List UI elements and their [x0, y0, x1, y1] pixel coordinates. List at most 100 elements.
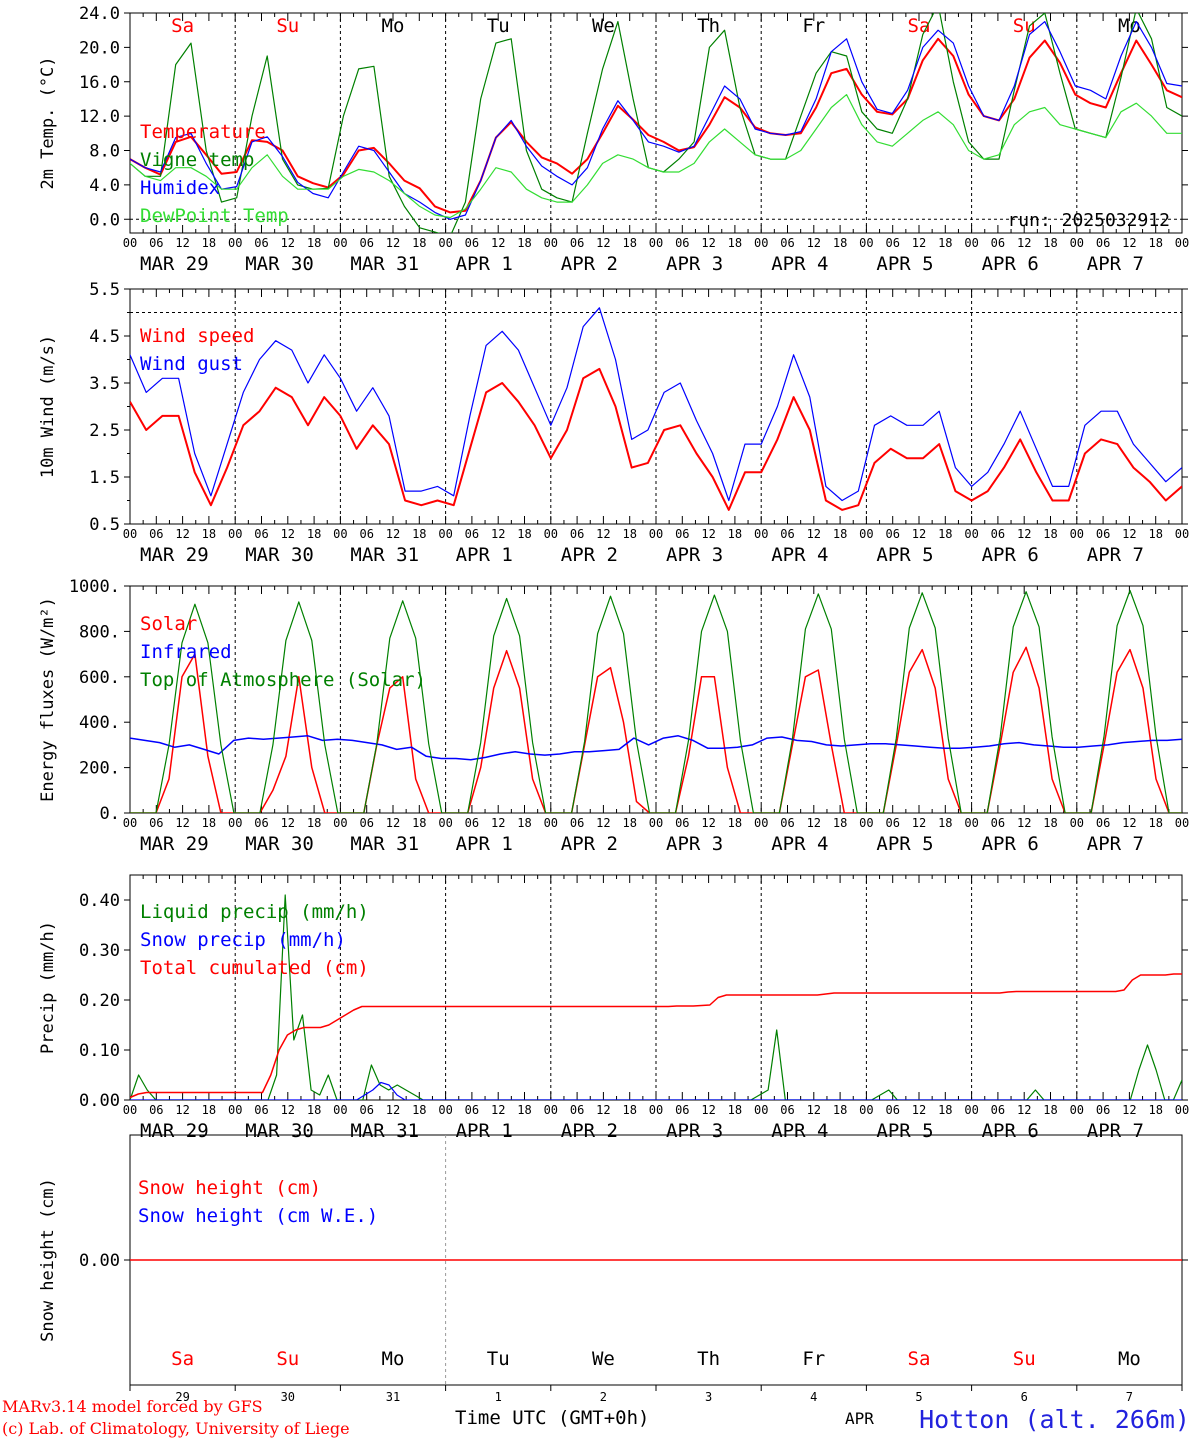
hour-tick-label: 18: [202, 236, 216, 250]
hour-tick-label: 00: [649, 527, 663, 541]
date-label: MAR 30: [245, 544, 314, 566]
date-label: APR 6: [982, 544, 1039, 566]
hour-tick-label: 00: [544, 527, 558, 541]
hour-tick-label: 12: [491, 527, 505, 541]
hour-tick-label: 00: [544, 816, 558, 830]
hour-tick-label: 00: [1070, 816, 1084, 830]
date-label: MAR 29: [140, 253, 209, 275]
y-tick-label: 400.: [79, 713, 120, 733]
weekday-label: We: [592, 1348, 615, 1370]
y-tick-label: 1000.: [69, 577, 120, 597]
legend-label: Humidex: [140, 177, 220, 199]
series-line-total-cumulated-cm: [130, 973, 1182, 1099]
hour-tick-label: 00: [228, 236, 242, 250]
hour-tick-label: 12: [1017, 1103, 1031, 1117]
date-label: MAR 30: [245, 1120, 314, 1142]
hour-tick-label: 12: [912, 236, 926, 250]
y-tick-label: 800.: [79, 622, 120, 642]
y-tick-label: 200.: [79, 759, 120, 779]
hour-tick-label: 00: [859, 527, 873, 541]
hour-tick-label: 00: [1175, 816, 1189, 830]
hour-tick-label: 12: [491, 236, 505, 250]
hour-tick-label: 06: [1096, 1103, 1110, 1117]
hour-tick-label: 00: [1070, 527, 1084, 541]
hour-tick-label: 18: [202, 527, 216, 541]
hour-tick-label: 06: [570, 527, 584, 541]
hour-tick-label: 00: [964, 527, 978, 541]
date-label: APR 5: [876, 253, 933, 275]
date-label: APR 7: [1087, 253, 1144, 275]
hour-tick-label: 06: [675, 527, 689, 541]
date-label: MAR 31: [350, 253, 419, 275]
panel-4: 0.00 0.10 0.20 0.30 0.40 Precip (mm/h) 00 06 12 1…: [38, 874, 1189, 1142]
hour-tick-label: 00: [859, 1103, 873, 1117]
hour-tick-label: 18: [307, 816, 321, 830]
hour-tick-label: 06: [359, 1103, 373, 1117]
series-line-top-of-atmosphere-solar: [130, 589, 1182, 813]
hour-tick-label: 00: [964, 1103, 978, 1117]
hour-tick-label: 12: [1122, 1103, 1136, 1117]
hour-tick-label: 12: [386, 816, 400, 830]
date-label: APR 5: [876, 544, 933, 566]
weekday-label: Fr: [802, 15, 825, 37]
hour-tick-label: 18: [412, 816, 426, 830]
weekday-label: Tu: [487, 15, 510, 37]
hour-tick-label: 12: [912, 816, 926, 830]
weekday-label: Fr: [802, 1348, 825, 1370]
day-number-label: 4: [810, 1390, 817, 1404]
hour-tick-label: 00: [1070, 1103, 1084, 1117]
hour-tick-label: 06: [254, 527, 268, 541]
hour-tick-label: 12: [807, 816, 821, 830]
legend-label: Snow height (cm W.E.): [138, 1205, 378, 1227]
hour-tick-label: 18: [517, 816, 531, 830]
hour-tick-label: 18: [307, 236, 321, 250]
date-label: APR 5: [876, 1120, 933, 1142]
hour-tick-label: 18: [938, 527, 952, 541]
hour-tick-label: 18: [517, 527, 531, 541]
hour-tick-label: 12: [701, 816, 715, 830]
hour-tick-label: 18: [938, 816, 952, 830]
date-label: MAR 29: [140, 833, 209, 855]
day-number-label: 2: [600, 1390, 607, 1404]
hour-tick-label: 12: [1017, 527, 1031, 541]
y-tick-label: 0.00: [79, 1251, 120, 1271]
y-tick-label: 0.10: [79, 1041, 120, 1061]
panel-5: 0.00 Snow height (cm) 29 30 31 1 2 3 4 5 6 7 Sa Su Mo T…: [38, 1134, 1188, 1404]
weekday-label: Mo: [1118, 1348, 1141, 1370]
hour-tick-label: 00: [123, 816, 137, 830]
hour-tick-label: 18: [833, 816, 847, 830]
hour-tick-label: 06: [570, 236, 584, 250]
date-label: APR 7: [1087, 1120, 1144, 1142]
hour-tick-label: 12: [701, 527, 715, 541]
date-label: MAR 31: [350, 1120, 419, 1142]
day-number-label: 7: [1126, 1390, 1133, 1404]
date-label: APR 2: [561, 1120, 618, 1142]
hour-tick-label: 12: [386, 527, 400, 541]
hour-tick-label: 18: [833, 236, 847, 250]
hour-tick-label: 06: [149, 527, 163, 541]
hour-tick-label: 00: [649, 1103, 663, 1117]
hour-tick-label: 12: [281, 816, 295, 830]
weekday-label: Sa: [171, 15, 194, 37]
hour-tick-label: 06: [359, 236, 373, 250]
hour-tick-label: 12: [807, 236, 821, 250]
date-label: APR 1: [456, 544, 513, 566]
hour-tick-label: 18: [622, 236, 636, 250]
hour-tick-label: 12: [175, 527, 189, 541]
date-label: APR 6: [982, 1120, 1039, 1142]
legend-label: Wind gust: [140, 353, 243, 375]
hour-tick-label: 06: [1096, 816, 1110, 830]
date-label: APR 4: [771, 833, 828, 855]
weekday-label: Su: [276, 1348, 299, 1370]
hour-tick-label: 00: [228, 1103, 242, 1117]
hour-tick-label: 06: [991, 1103, 1005, 1117]
hour-tick-label: 18: [1148, 527, 1162, 541]
hour-tick-label: 18: [517, 236, 531, 250]
hour-tick-label: 06: [465, 236, 479, 250]
hour-tick-label: 06: [149, 816, 163, 830]
y-axis-title: 10m Wind (m/s): [38, 335, 58, 478]
hour-tick-label: 00: [754, 1103, 768, 1117]
hour-tick-label: 00: [333, 527, 347, 541]
legend-label: Total cumulated (cm): [140, 957, 369, 979]
hour-tick-label: 12: [807, 1103, 821, 1117]
